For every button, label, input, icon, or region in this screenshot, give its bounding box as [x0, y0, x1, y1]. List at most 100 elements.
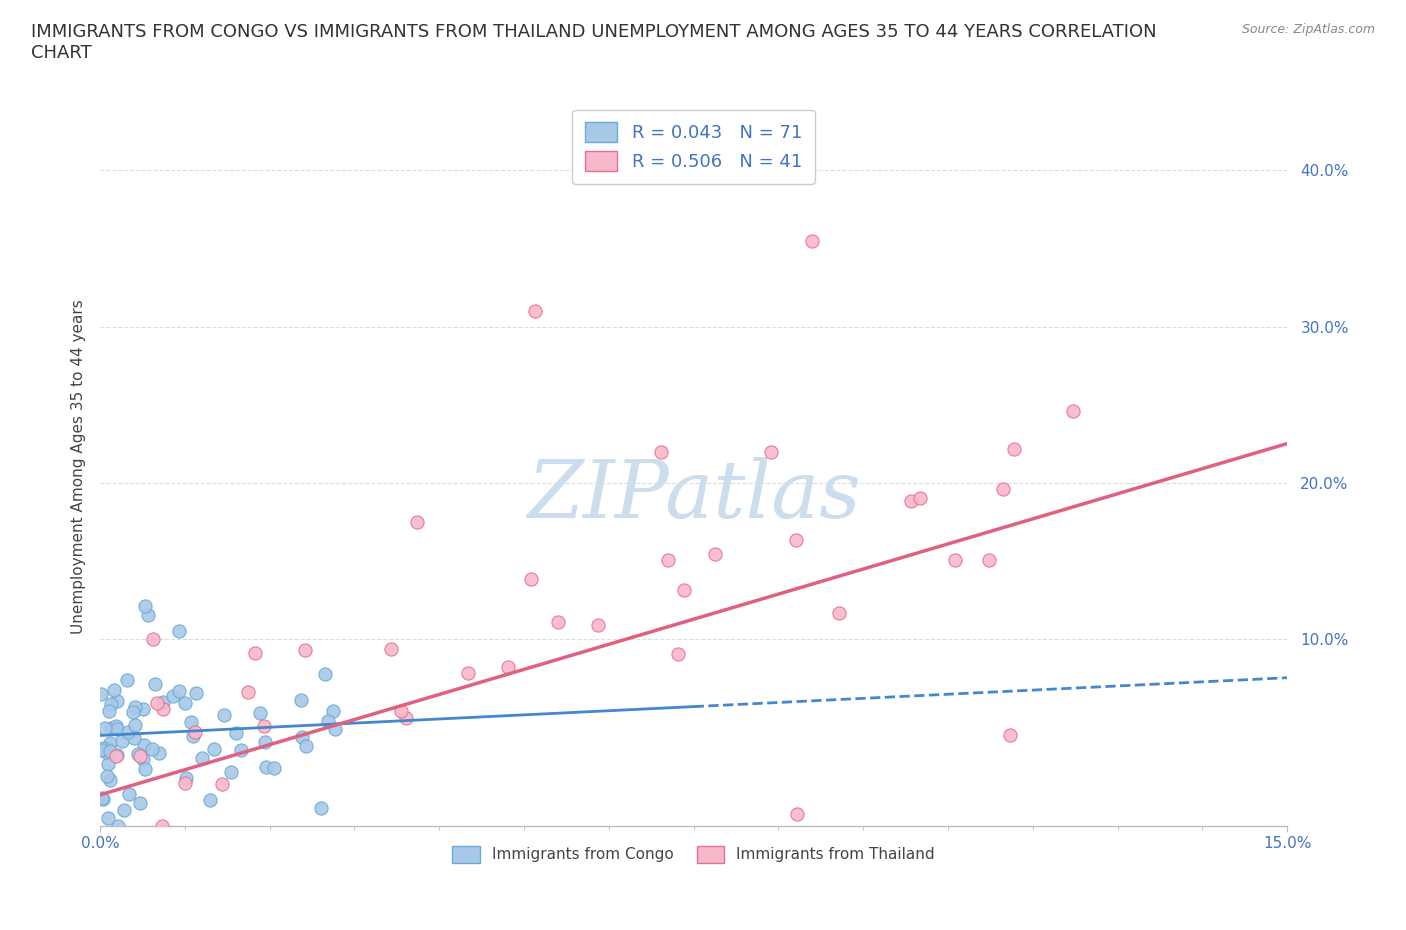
Point	[181, 729, 204, 744]
Point	[124, 700, 146, 715]
Point	[94, 720, 117, 735]
Point	[190, 751, 212, 765]
Point	[254, 735, 277, 750]
Point	[519, 571, 541, 586]
Point	[395, 711, 418, 725]
Point	[146, 696, 169, 711]
Point	[98, 773, 121, 788]
Point	[211, 777, 233, 791]
Point	[785, 533, 807, 548]
Point	[314, 667, 336, 682]
Point	[105, 719, 128, 734]
Point	[703, 547, 725, 562]
Point	[107, 818, 129, 833]
Point	[96, 768, 118, 783]
Point	[97, 740, 120, 755]
Point	[290, 693, 312, 708]
Point	[657, 552, 679, 567]
Point	[148, 746, 170, 761]
Point	[180, 715, 202, 730]
Point	[136, 608, 159, 623]
Point	[176, 770, 198, 785]
Point	[98, 703, 121, 718]
Point	[91, 790, 114, 805]
Point	[132, 737, 155, 752]
Point	[174, 696, 197, 711]
Point	[97, 757, 120, 772]
Point	[184, 724, 207, 739]
Point	[97, 811, 120, 826]
Point	[91, 741, 114, 756]
Point	[998, 728, 1021, 743]
Point	[143, 676, 166, 691]
Point	[152, 701, 174, 716]
Point	[100, 697, 122, 711]
Point	[910, 491, 932, 506]
Point	[1002, 441, 1025, 456]
Point	[673, 582, 696, 597]
Point	[167, 684, 190, 698]
Point	[263, 761, 285, 776]
Point	[162, 688, 184, 703]
Point	[105, 748, 128, 763]
Point	[134, 599, 156, 614]
Point	[90, 743, 112, 758]
Point	[105, 694, 128, 709]
Point	[124, 730, 146, 745]
Point	[98, 743, 121, 758]
Point	[212, 708, 235, 723]
Point	[117, 724, 139, 739]
Text: ZIPatlas: ZIPatlas	[527, 457, 860, 535]
Point	[90, 686, 112, 701]
Point	[141, 741, 163, 756]
Point	[104, 749, 127, 764]
Point	[256, 760, 278, 775]
Point	[134, 762, 156, 777]
Point	[1062, 404, 1084, 418]
Point	[786, 806, 808, 821]
Point	[100, 721, 122, 736]
Point	[380, 642, 402, 657]
Legend: Immigrants from Congo, Immigrants from Thailand: Immigrants from Congo, Immigrants from T…	[446, 840, 941, 869]
Point	[322, 704, 344, 719]
Point	[200, 792, 222, 807]
Point	[586, 618, 609, 632]
Point	[132, 751, 155, 766]
Point	[666, 646, 689, 661]
Point	[173, 776, 195, 790]
Point	[152, 695, 174, 710]
Point	[496, 659, 519, 674]
Point	[457, 666, 479, 681]
Point	[900, 494, 922, 509]
Point	[111, 734, 134, 749]
Point	[103, 683, 125, 698]
Point	[121, 705, 143, 720]
Point	[184, 685, 207, 700]
Point	[309, 801, 332, 816]
Point	[238, 684, 260, 699]
Point	[167, 623, 190, 638]
Point	[294, 643, 316, 658]
Point	[112, 803, 135, 817]
Point	[249, 705, 271, 720]
Point	[253, 718, 276, 733]
Point	[524, 303, 547, 318]
Point	[295, 739, 318, 754]
Point	[945, 552, 967, 567]
Point	[405, 514, 427, 529]
Text: Source: ZipAtlas.com: Source: ZipAtlas.com	[1241, 23, 1375, 36]
Point	[231, 742, 253, 757]
Point	[389, 703, 412, 718]
Point	[291, 729, 314, 744]
Point	[225, 726, 247, 741]
Point	[828, 605, 851, 620]
Point	[245, 645, 267, 660]
Point	[316, 713, 339, 728]
Point	[991, 482, 1014, 497]
Point	[219, 765, 242, 780]
Point	[128, 795, 150, 810]
Text: IMMIGRANTS FROM CONGO VS IMMIGRANTS FROM THAILAND UNEMPLOYMENT AMONG AGES 35 TO : IMMIGRANTS FROM CONGO VS IMMIGRANTS FROM…	[31, 23, 1157, 62]
Y-axis label: Unemployment Among Ages 35 to 44 years: Unemployment Among Ages 35 to 44 years	[72, 299, 86, 634]
Point	[91, 791, 114, 806]
Point	[98, 736, 121, 751]
